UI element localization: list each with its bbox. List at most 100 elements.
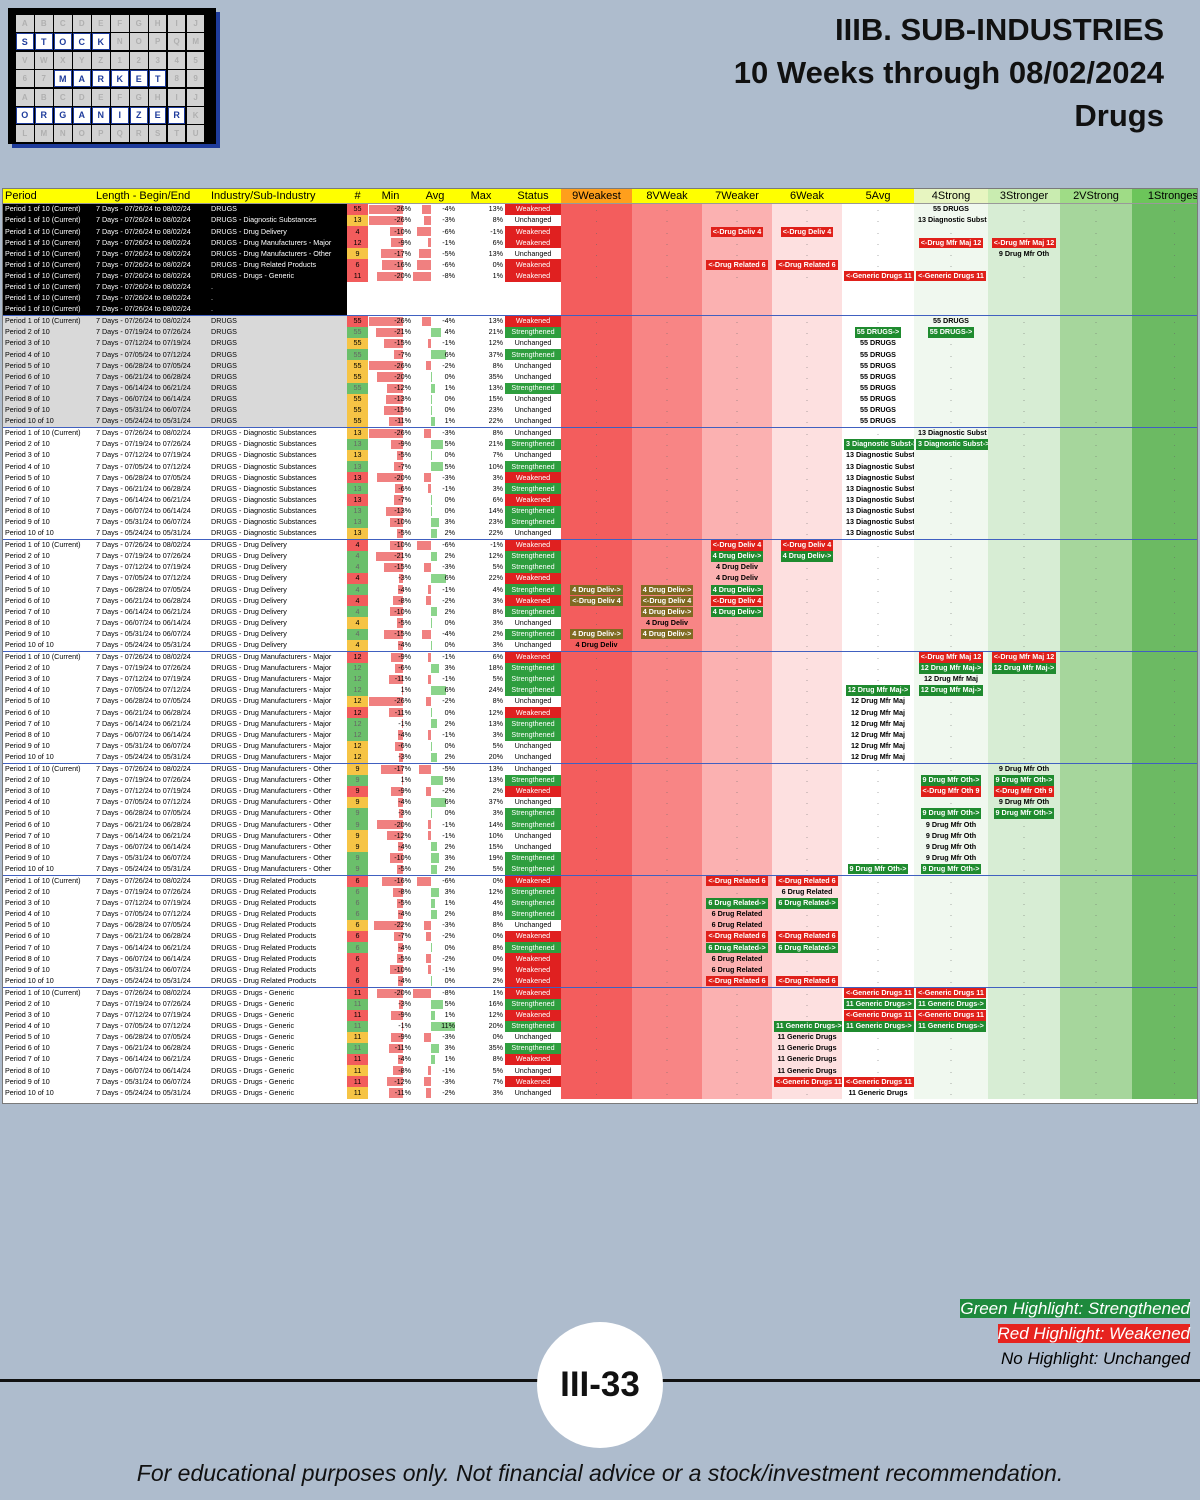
rank-cell (1060, 303, 1132, 316)
count-cell: 9 (347, 785, 368, 797)
logo-letter: Y (72, 51, 91, 69)
rank-cell: . (702, 987, 772, 999)
min-cell: -6% (368, 483, 413, 494)
rank-cell: . (561, 763, 632, 775)
min-value: -15% (394, 562, 411, 572)
rank-cell: . (914, 382, 988, 394)
rank-cell: . (702, 1020, 772, 1032)
rank-cell: . (1060, 740, 1132, 752)
rank-label: 6 Drug Related (711, 953, 763, 963)
table-row: Period 7 of 10 7 Days - 06/14/24 to 06/21… (3, 942, 1197, 954)
industry-cell: DRUGS - Drug Related Products (211, 898, 317, 908)
table-row: Period 1 of 10 (Current) 7 Days - 07/26/2… (3, 539, 1197, 551)
min-cell: -22% (368, 920, 413, 931)
status-cell: Weakened (505, 259, 561, 271)
industry-cell: DRUGS - Drug Delivery (211, 540, 287, 550)
industry-cell: DRUGS - Drug Delivery (209, 226, 347, 238)
rank-cell (1132, 292, 1197, 304)
rank-cell: 6 Drug Related-> (702, 897, 772, 909)
avg-cell: 2% (413, 751, 457, 764)
rank-cell: <-Drug Mfr Oth 9 (914, 785, 988, 797)
table-row: Period 8 of 10 7 Days - 06/07/24 to 06/14… (3, 841, 1197, 853)
length-cell: 7 Days - 07/26/24 to 08/02/24 (94, 315, 209, 328)
industry-cell: DRUGS - Drug Related Products (211, 942, 317, 952)
industry-cell: DRUGS - Drugs - Generic (211, 1043, 295, 1053)
logo-letter: T (34, 33, 53, 51)
rank-cell: . (772, 785, 842, 797)
min-bar (397, 640, 403, 650)
count-cell: 12 (347, 685, 368, 697)
rank-cell: <-Drug Deliv 4 (561, 595, 632, 607)
rank-cell: <-Drug Mfr Maj 12 (988, 237, 1060, 249)
avg-cell: -1% (413, 483, 457, 494)
period-cell: Period 4 of 10 (5, 685, 50, 695)
avg-bar (431, 372, 433, 382)
industry-cell: DRUGS - Drug Manufacturers - Other (211, 775, 332, 785)
rank-cell: . (1060, 685, 1132, 697)
length-cell: 7 Days - 07/05/24 to 07/12/24 (96, 797, 191, 807)
logo-letter: A (72, 70, 91, 88)
max-cell: 12% (488, 551, 503, 561)
avg-cell: -1% (413, 651, 457, 663)
table-row: Period 9 of 10 7 Days - 05/31/24 to 06/07… (3, 404, 1197, 416)
avg-cell: -3% (413, 1076, 457, 1087)
rank-label: 9 Drug Mfr Oth (925, 830, 977, 840)
rank-cell (988, 281, 1060, 293)
count-cell: 12 (347, 718, 368, 730)
rank-label: 9 Drug Mfr Oth (998, 248, 1050, 258)
min-bar (369, 361, 403, 371)
min-bar (387, 1077, 403, 1087)
avg-cell: 2% (413, 527, 457, 540)
industry-cell: DRUGS - Drug Manufacturers - Other (211, 819, 332, 829)
max-cell: 8% (492, 696, 503, 706)
rank-cell: . (914, 527, 988, 540)
max-cell: 2% (492, 786, 503, 796)
industry-cell: DRUGS - Diagnostic Substances (211, 439, 317, 449)
min-value: -10% (394, 226, 411, 236)
max-cell: 3% (492, 729, 503, 739)
rank-cell: . (561, 270, 632, 282)
industry-cell: DRUGS - Drug Manufacturers - Major (211, 663, 332, 673)
rank-cell: 12 Drug Mfr Maj-> (988, 662, 1060, 674)
rank-cell: . (988, 550, 1060, 562)
status-cell: Strengthened (505, 908, 561, 920)
table-body: Period 1 of 10 (Current) 7 Days - 07/26/2… (3, 203, 1197, 1099)
rank-cell: . (914, 718, 988, 730)
min-value: -9% (398, 1032, 411, 1042)
rank-label: 4 Drug Deliv-> (710, 606, 764, 618)
avg-bar (431, 853, 440, 863)
avg-value: -8% (442, 270, 455, 280)
max-cell: 19% (488, 852, 503, 862)
column-header: Period (3, 189, 94, 204)
sub-industry-table: Period Length - Begin/End Industry/Sub-Ind… (3, 189, 1197, 1099)
avg-bar (428, 820, 432, 830)
avg-cell: 0% (413, 617, 457, 628)
avg-cell: 5% (413, 775, 457, 786)
rank-cell: . (702, 450, 772, 462)
rank-cell: . (772, 673, 842, 686)
rank-cell: . (1132, 438, 1197, 451)
legend-weakened: Red Highlight: Weakened (997, 1324, 1190, 1343)
rank-cell (561, 303, 632, 316)
max-cell: 18% (488, 663, 503, 673)
min-cell: -8% (368, 887, 413, 898)
rank-cell: . (561, 920, 632, 932)
rank-cell: . (561, 259, 632, 271)
rank-cell: . (561, 606, 632, 618)
max-cell: 5% (492, 674, 503, 684)
logo-letter: P (148, 33, 167, 51)
rank-cell: . (632, 863, 702, 876)
rank-cell: . (914, 450, 988, 462)
rank-label: 11 Generic Drugs-> (916, 999, 986, 1010)
avg-bar (423, 1077, 432, 1087)
rank-cell: 13 Diagnostic Subst (914, 427, 988, 439)
logo-letter: T (167, 125, 186, 143)
length-cell: 7 Days - 07/26/24 to 08/02/24 (94, 237, 209, 249)
min-bar (399, 752, 403, 762)
rank-cell: . (914, 696, 988, 708)
rank-cell: . (561, 516, 632, 528)
rank-cell: 11 Generic Drugs (842, 1087, 914, 1099)
min-cell (368, 293, 413, 304)
max-cell: 12% (488, 707, 503, 717)
industry-cell: DRUGS (209, 404, 347, 416)
